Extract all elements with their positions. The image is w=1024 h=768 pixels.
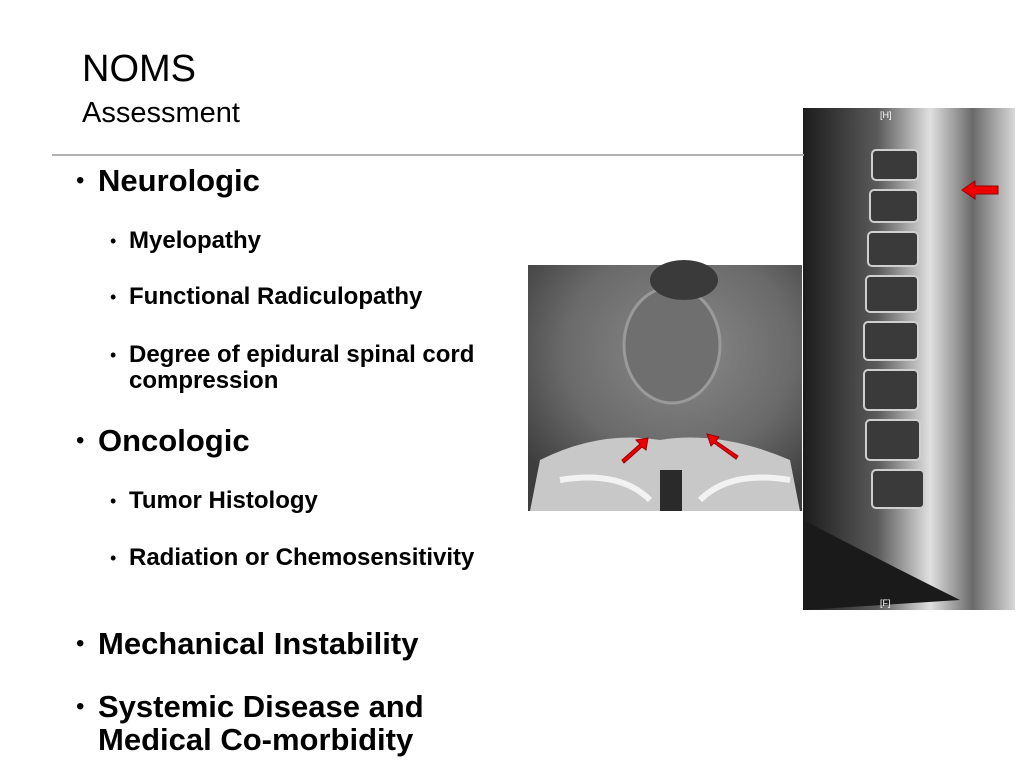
sub-bullet: Radiation or Chemosensitivity (110, 545, 481, 572)
bullet: Systemic Disease and Medical Co-morbidit… (72, 690, 498, 756)
bullet: Neurologic (72, 164, 498, 197)
sub-bullet: Tumor Histology (110, 488, 481, 515)
divider (52, 154, 804, 156)
slide-subtitle: Assessment (82, 97, 240, 129)
axial-mri (528, 260, 802, 511)
sub-bullet: Myelopathy (110, 228, 481, 255)
slide-title: NOMS (82, 48, 196, 90)
bullet: Mechanical Instability (72, 627, 498, 660)
sub-bullet: Degree of epidural spinal cord compressi… (110, 342, 481, 394)
bullet: Oncologic (72, 424, 498, 457)
image-label: [H] (880, 110, 892, 120)
sub-bullet: Functional Radiculopathy (110, 284, 481, 311)
image-label: [F] (880, 598, 891, 608)
sagittal-mri: [H] [F] (803, 108, 1015, 610)
